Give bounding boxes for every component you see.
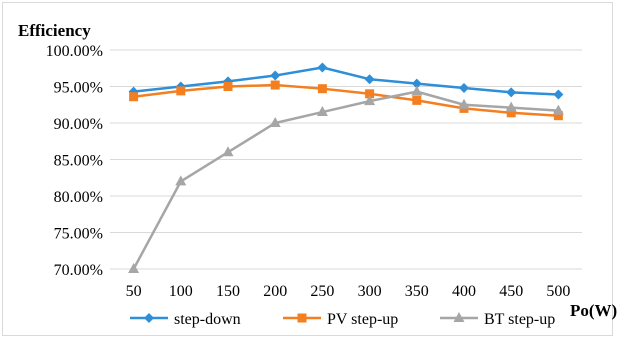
data-point — [459, 82, 469, 93]
data-point — [506, 87, 517, 98]
x-tick-label: 450 — [499, 283, 523, 300]
x-tick-label: 100 — [169, 283, 193, 300]
data-point — [364, 95, 376, 106]
data-point — [505, 101, 517, 112]
y-tick-label: 90.00% — [54, 116, 103, 133]
x-tick-label: 350 — [405, 283, 429, 300]
x-tick-label: 150 — [216, 283, 240, 300]
data-point — [317, 62, 328, 73]
data-point — [364, 74, 375, 85]
data-point — [553, 89, 564, 100]
x-tick-labels: 50 100 150 200 250 300 350 400 450 500 — [126, 283, 571, 300]
legend-marker — [144, 313, 154, 323]
data-point — [317, 84, 327, 94]
y-axis-title: Efficiency — [18, 21, 91, 40]
data-point — [506, 108, 516, 118]
data-point — [412, 95, 422, 105]
data-point — [223, 82, 233, 91]
x-tick-label: 50 — [126, 283, 142, 300]
legend-label: BT step-up — [484, 311, 555, 328]
x-tick-label: 500 — [546, 283, 570, 300]
data-point — [270, 80, 280, 90]
legend-item: PV step-up — [283, 311, 398, 328]
data-point — [270, 70, 281, 81]
data-point — [365, 89, 375, 99]
legend-marker — [297, 313, 307, 323]
legend-item: step-down — [130, 311, 241, 328]
legend: step-down PV step-up BT step-up — [130, 311, 555, 328]
series-bt-step-up — [128, 85, 564, 273]
data-point — [458, 98, 470, 109]
data-point — [552, 104, 564, 115]
data-point — [411, 78, 422, 89]
y-tick-label: 70.00% — [54, 262, 103, 279]
legend-marker — [453, 312, 465, 322]
y-tick-label: 95.00% — [54, 80, 103, 97]
data-point — [175, 175, 187, 186]
legend-label: PV step-up — [327, 311, 398, 328]
data-point — [222, 146, 234, 157]
series-step-down — [128, 62, 564, 100]
y-tick-labels: 100.00% 95.00% 90.00% 85.00% 80.00% 75.00% 70.… — [46, 43, 103, 279]
data-point — [553, 111, 563, 121]
data-point — [411, 85, 423, 96]
legend-label: step-down — [174, 311, 241, 328]
series-line — [133, 66, 559, 96]
data-point — [269, 117, 281, 127]
y-tick-label: 100.00% — [46, 43, 103, 60]
x-tick-label: 200 — [263, 283, 287, 300]
data-point — [176, 86, 186, 96]
data-point — [316, 106, 328, 117]
x-tick-label: 400 — [452, 283, 476, 300]
series-line — [133, 83, 559, 117]
x-tick-label: 300 — [358, 283, 382, 300]
x-axis-title: Po(W) — [570, 301, 617, 320]
y-tick-label: 80.00% — [54, 189, 103, 206]
series-line — [132, 90, 559, 270]
data-point — [129, 92, 139, 102]
y-tick-label: 75.00% — [54, 226, 103, 243]
legend-item: BT step-up — [440, 311, 555, 328]
data-point — [128, 263, 140, 273]
series-lines — [128, 62, 564, 273]
y-tick-label: 85.00% — [54, 153, 103, 170]
x-tick-label: 250 — [310, 283, 334, 300]
